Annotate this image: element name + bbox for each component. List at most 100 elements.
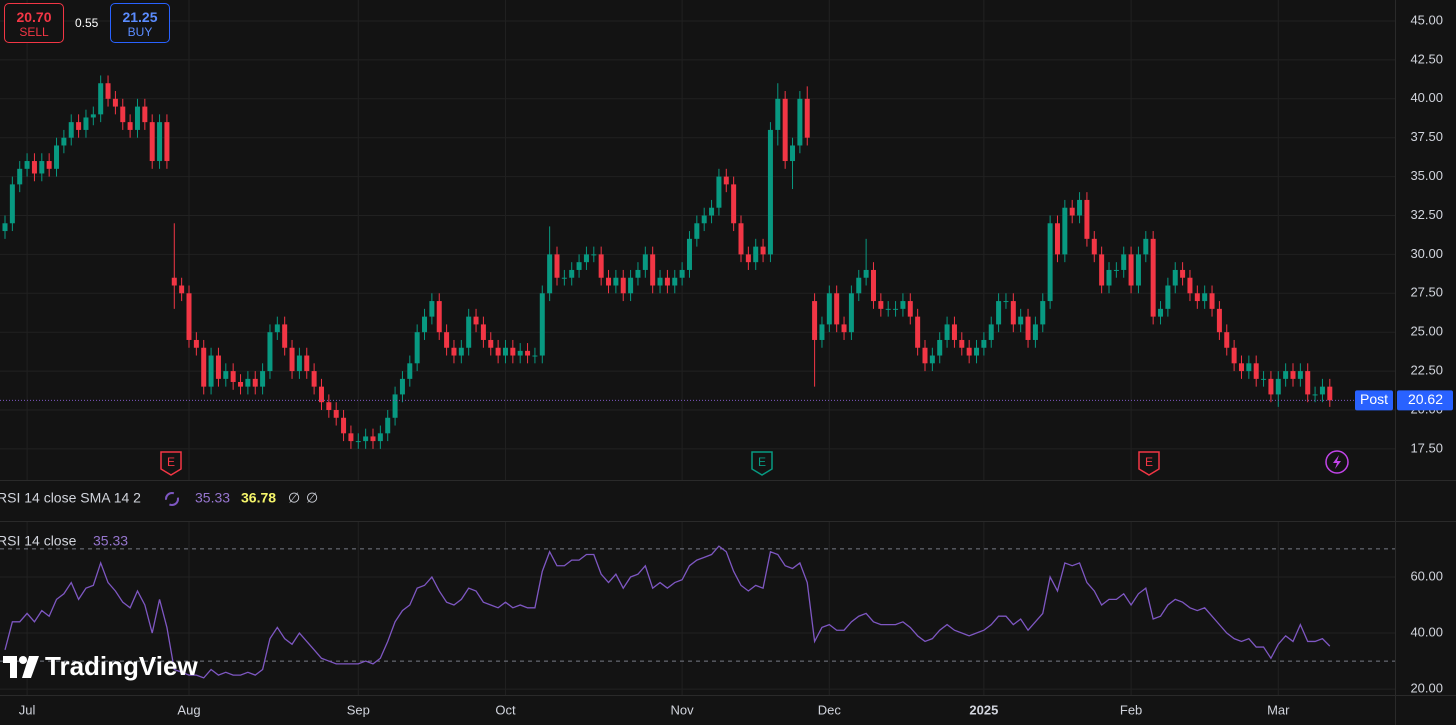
marks bbox=[0, 75, 1395, 679]
sell-button[interactable]: 20.70 SELL bbox=[4, 3, 64, 43]
earnings-marker[interactable]: E bbox=[160, 451, 182, 476]
candle-body bbox=[436, 301, 442, 333]
settings-icon[interactable] bbox=[165, 492, 179, 506]
empty-value: ∅ bbox=[288, 490, 300, 506]
price-label: 20.62 bbox=[1408, 391, 1443, 407]
candle-body bbox=[1305, 371, 1311, 395]
candle-body bbox=[1069, 207, 1075, 216]
candle-body bbox=[399, 378, 405, 395]
y-tick-label: 42.50 bbox=[1410, 51, 1443, 66]
candle-body bbox=[812, 301, 818, 340]
candle-body bbox=[539, 293, 545, 356]
candle-body bbox=[591, 254, 597, 256]
candle-body bbox=[981, 339, 987, 348]
candle-body bbox=[186, 293, 192, 340]
candle-body bbox=[451, 347, 457, 356]
candle-body bbox=[959, 339, 965, 348]
candle-body bbox=[826, 293, 832, 325]
candle-body bbox=[554, 254, 560, 278]
y-tick-label: 30.00 bbox=[1410, 246, 1443, 261]
event-label: E bbox=[758, 455, 766, 469]
x-tick-label: Oct bbox=[495, 702, 516, 717]
candle-body bbox=[318, 386, 324, 403]
candle-body bbox=[1253, 363, 1259, 379]
candle-body bbox=[333, 409, 339, 418]
rsi-pane-value: 35.33 bbox=[93, 533, 128, 549]
candle-body bbox=[348, 433, 354, 442]
candle-body bbox=[1268, 378, 1274, 395]
event-label: E bbox=[1145, 455, 1153, 469]
candle-body bbox=[606, 277, 612, 286]
candle-body bbox=[620, 277, 626, 294]
candle-body bbox=[951, 324, 957, 340]
candle-body bbox=[1040, 301, 1046, 325]
candle-body bbox=[790, 145, 796, 162]
candle-body bbox=[179, 285, 185, 294]
candle-body bbox=[1054, 223, 1060, 255]
candle-body bbox=[289, 347, 295, 372]
candle-body bbox=[760, 246, 766, 255]
candle-body bbox=[694, 223, 700, 239]
candle-body bbox=[1113, 269, 1119, 271]
candle-body bbox=[230, 371, 236, 382]
earnings-marker[interactable]: E bbox=[1138, 451, 1160, 476]
y-tick-label: 40.00 bbox=[1410, 90, 1443, 105]
candle-body bbox=[392, 394, 398, 418]
candle-body bbox=[657, 277, 663, 286]
candle-body bbox=[767, 129, 773, 255]
candle-body bbox=[355, 441, 361, 443]
candle-body bbox=[326, 402, 332, 410]
spread: 0.55 bbox=[75, 16, 99, 30]
buy-button[interactable]: 21.25 BUY bbox=[110, 3, 170, 43]
candle-body bbox=[149, 122, 155, 162]
candle-body bbox=[370, 436, 376, 442]
candle-body bbox=[1091, 238, 1097, 255]
candle-body bbox=[1202, 293, 1208, 302]
candle-body bbox=[1062, 207, 1068, 255]
candle-body bbox=[517, 350, 523, 356]
candle-body bbox=[738, 223, 744, 255]
candle-body bbox=[1003, 301, 1009, 303]
candle-body bbox=[1261, 378, 1267, 380]
x-tick-label: Sep bbox=[347, 702, 370, 717]
candle-body bbox=[937, 339, 943, 356]
candle-body bbox=[54, 145, 60, 169]
candle-body bbox=[1128, 254, 1134, 286]
candle-body bbox=[2, 223, 8, 232]
y-tick-label: 45.00 bbox=[1410, 12, 1443, 27]
candle-body bbox=[502, 347, 508, 356]
earnings-marker[interactable]: E bbox=[751, 451, 773, 476]
candle-body bbox=[878, 301, 884, 309]
y-tick-label: 22.50 bbox=[1410, 363, 1443, 378]
candle-body bbox=[709, 207, 715, 216]
candle-body bbox=[804, 98, 810, 138]
x-tick-label: Jul bbox=[19, 702, 36, 717]
candle-body bbox=[1032, 324, 1038, 340]
candle-body bbox=[929, 355, 935, 364]
candle-body bbox=[414, 332, 420, 364]
candle-body bbox=[1283, 371, 1289, 379]
candle-body bbox=[444, 332, 450, 348]
x-tick-label: Aug bbox=[177, 702, 200, 717]
candle-body bbox=[252, 378, 258, 387]
candle-body bbox=[1312, 394, 1318, 396]
candle-body bbox=[723, 176, 729, 185]
candle-body bbox=[488, 339, 494, 348]
x-tick-label: Nov bbox=[671, 702, 695, 717]
x-tick-label: 2025 bbox=[969, 702, 998, 717]
candle-body bbox=[1010, 301, 1016, 325]
candle-body bbox=[238, 381, 244, 387]
candle-body bbox=[1180, 269, 1186, 278]
candle-body bbox=[1150, 238, 1156, 317]
candle-body bbox=[907, 301, 913, 317]
watermark-logo bbox=[3, 656, 39, 678]
candle-body bbox=[569, 269, 575, 278]
candle-body bbox=[1246, 363, 1252, 372]
news-marker[interactable] bbox=[1325, 450, 1349, 474]
candle-body bbox=[311, 371, 317, 387]
candle-body bbox=[1084, 199, 1090, 239]
candle-body bbox=[282, 324, 288, 348]
